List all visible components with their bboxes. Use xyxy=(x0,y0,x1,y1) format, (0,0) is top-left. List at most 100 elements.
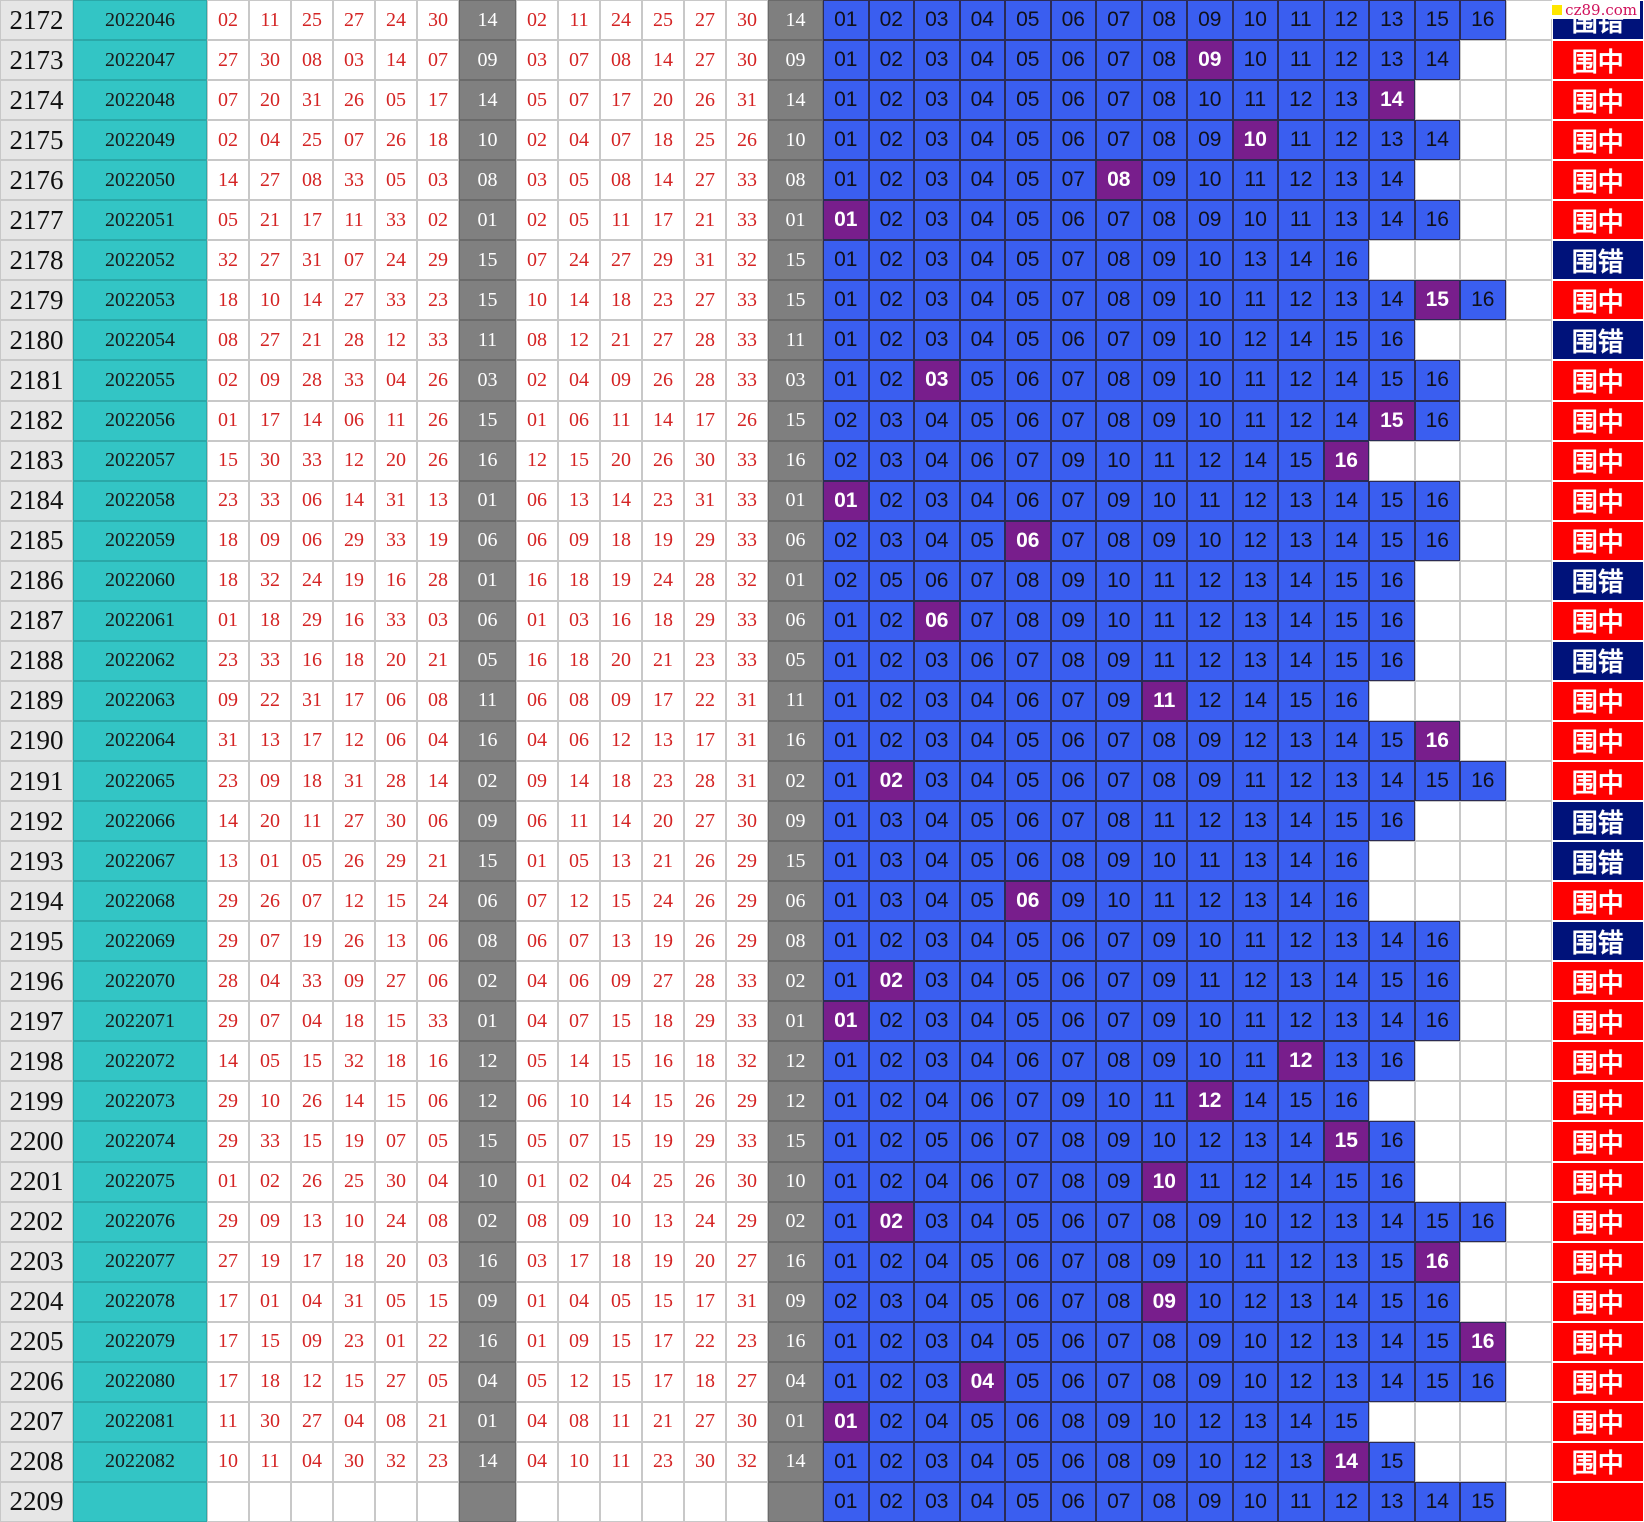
candidate-number: 15 xyxy=(1414,1201,1460,1242)
issue-number: 2022064 xyxy=(73,720,207,761)
candidate-number: 13 xyxy=(1278,1441,1324,1482)
sorted-number: 06 xyxy=(558,961,600,1002)
draw-number: 16 xyxy=(375,560,417,601)
candidate-number: 02 xyxy=(868,280,914,321)
empty-cell xyxy=(1414,240,1460,281)
candidate-number: 06 xyxy=(1050,1361,1096,1402)
candidate-number: 01 xyxy=(823,881,869,922)
draw-number: 02 xyxy=(207,120,249,161)
hit-number: 02 xyxy=(868,761,914,802)
draw-number: 09 xyxy=(291,1321,333,1362)
draw-number: 28 xyxy=(333,320,375,361)
sorted-number: 09 xyxy=(600,680,642,721)
row-number: 2204 xyxy=(0,1281,73,1322)
draw-number: 26 xyxy=(417,400,459,441)
draw-number: 23 xyxy=(207,640,249,681)
candidate-number: 06 xyxy=(1050,1441,1096,1482)
candidate-number: 14 xyxy=(1414,40,1460,81)
candidate-number: 16 xyxy=(1460,1201,1506,1242)
candidate-number: 16 xyxy=(1323,841,1369,882)
draw-number: 13 xyxy=(291,1201,333,1242)
special-number: 08 xyxy=(768,921,823,962)
issue-number: 2022055 xyxy=(73,360,207,401)
sorted-number: 16 xyxy=(516,640,558,681)
sorted-number: 05 xyxy=(558,200,600,241)
special-number: 14 xyxy=(768,0,823,41)
candidate-number: 15 xyxy=(1323,801,1369,842)
candidate-number: 11 xyxy=(1232,1241,1278,1282)
sorted-number: 29 xyxy=(726,1201,768,1242)
candidate-number: 03 xyxy=(914,1441,960,1482)
candidate-number: 11 xyxy=(1232,1041,1278,1082)
empty-cell xyxy=(1460,480,1506,521)
draw-number: 17 xyxy=(333,680,375,721)
empty-cell xyxy=(1505,881,1552,922)
candidate-number: 09 xyxy=(1096,841,1142,882)
sorted-number: 26 xyxy=(726,120,768,161)
empty-cell xyxy=(1505,1001,1552,1042)
sorted-number: 01 xyxy=(516,600,558,641)
draw-number: 17 xyxy=(249,400,291,441)
special-number: 15 xyxy=(459,1121,516,1162)
row-number: 2208 xyxy=(0,1441,73,1482)
candidate-number: 04 xyxy=(959,40,1005,81)
candidate-number: 15 xyxy=(1278,680,1324,721)
draw-number: 07 xyxy=(249,921,291,962)
candidate-number: 06 xyxy=(1050,40,1096,81)
candidate-number: 09 xyxy=(1141,520,1187,561)
candidate-number: 06 xyxy=(1005,1041,1051,1082)
special-number: 15 xyxy=(459,240,516,281)
sorted-number: 23 xyxy=(684,640,726,681)
candidate-number: 11 xyxy=(1278,0,1324,41)
candidate-number: 07 xyxy=(1096,40,1142,81)
candidate-number: 12 xyxy=(1187,881,1233,922)
result-label: 围中 xyxy=(1551,280,1644,321)
hit-number: 01 xyxy=(823,200,869,241)
candidate-number: 10 xyxy=(1096,881,1142,922)
candidate-number: 12 xyxy=(1278,761,1324,802)
candidate-number: 03 xyxy=(914,761,960,802)
special-number: 11 xyxy=(768,680,823,721)
empty-cell xyxy=(1369,841,1415,882)
empty-cell xyxy=(1369,680,1415,721)
sorted-number: 04 xyxy=(558,120,600,161)
sorted-number: 04 xyxy=(516,1441,558,1482)
candidate-number: 03 xyxy=(868,881,914,922)
candidate-number: 08 xyxy=(1141,1321,1187,1362)
candidate-number: 09 xyxy=(1050,881,1096,922)
result-label: 围中 xyxy=(1551,200,1644,241)
special-number: 14 xyxy=(459,1441,516,1482)
candidate-number: 04 xyxy=(914,1081,960,1122)
sorted-number: 26 xyxy=(684,881,726,922)
special-number: 16 xyxy=(768,440,823,481)
sorted-number: 06 xyxy=(558,400,600,441)
candidate-number: 11 xyxy=(1232,400,1278,441)
candidate-number: 06 xyxy=(1050,1001,1096,1042)
candidate-number: 06 xyxy=(1050,761,1096,802)
draw-number: 13 xyxy=(249,720,291,761)
draw-number: 08 xyxy=(207,320,249,361)
candidate-number: 14 xyxy=(1323,360,1369,401)
draw-number: 03 xyxy=(417,1241,459,1282)
candidate-number: 05 xyxy=(959,360,1005,401)
special-number: 09 xyxy=(768,801,823,842)
candidate-number: 11 xyxy=(1278,1481,1324,1522)
issue-number: 2022060 xyxy=(73,560,207,601)
empty-cell xyxy=(1414,1401,1460,1442)
empty-cell xyxy=(1505,1081,1552,1122)
hit-number: 14 xyxy=(1323,1441,1369,1482)
draw-number: 01 xyxy=(249,1281,291,1322)
special-number: 01 xyxy=(768,560,823,601)
draw-number: 33 xyxy=(333,360,375,401)
draw-number: 24 xyxy=(375,1201,417,1242)
candidate-number: 15 xyxy=(1369,360,1415,401)
sorted-number: 33 xyxy=(726,280,768,321)
candidate-number: 10 xyxy=(1187,80,1233,121)
draw-number: 33 xyxy=(375,600,417,641)
candidate-number: 16 xyxy=(1369,1041,1415,1082)
row-number: 2186 xyxy=(0,560,73,601)
sorted-number: 17 xyxy=(684,400,726,441)
draw-number: 15 xyxy=(249,1321,291,1362)
sorted-number: 01 xyxy=(516,400,558,441)
candidate-number: 05 xyxy=(1005,80,1051,121)
